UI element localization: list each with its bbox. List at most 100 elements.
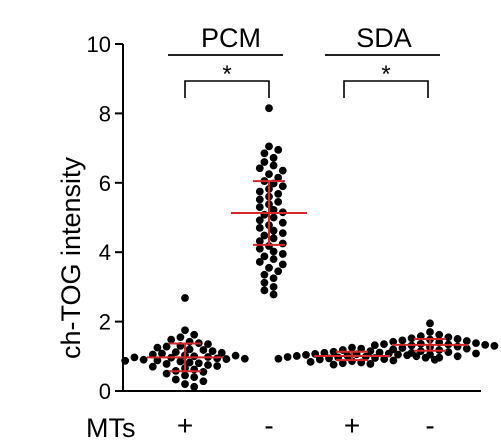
mts-condition-label: - [264,410,273,441]
data-point [278,166,287,175]
data-point [370,341,379,350]
data-point [278,250,287,258]
data-point [162,369,171,378]
data-point [302,351,310,359]
data-point [190,352,199,361]
data-point [380,355,389,363]
data-point [204,361,212,369]
data-point [240,354,249,363]
data-point [260,149,269,158]
data-point [375,348,384,357]
data-point [278,239,287,248]
data-point [269,153,278,162]
data-point [389,356,398,365]
data-point [167,335,176,344]
data-point [255,258,264,266]
data-point [462,337,471,345]
data-point [260,252,269,261]
data-point [380,340,388,349]
group-label-sda: SDA [356,23,412,53]
data-point [435,330,444,339]
data-point [199,377,208,386]
y-axis-title: ch-TOG intensity [56,156,86,359]
data-point [208,347,217,355]
data-point [255,244,264,253]
data-point [190,382,199,391]
data-point [278,260,287,269]
data-point [153,343,162,352]
data-point [255,187,264,196]
data-point [213,362,222,370]
data-point [265,104,273,113]
data-point [260,231,269,240]
data-point [260,158,269,166]
data-point [490,341,499,350]
data-point [185,358,194,367]
data-point [260,286,269,295]
significance-bracket-sda [343,80,429,98]
y-tick-label: 0 [99,379,111,404]
data-point [269,226,278,235]
data-point [306,357,315,366]
data-point [269,161,278,170]
data-point [255,195,264,204]
y-tick-label: 10 [87,32,111,57]
data-point [398,336,407,345]
data-point [269,274,278,283]
data-point [130,353,139,362]
data-point [265,170,273,179]
data-point [366,360,375,368]
data-point [426,350,434,359]
significance-star-pcm: * [222,61,231,88]
data-point [278,218,287,227]
data-point [366,347,375,355]
data-point [453,352,462,361]
data-point [320,348,329,357]
data-point [222,355,231,363]
data-point [481,340,490,349]
data-point [389,337,398,346]
mts-row-label: MTs [86,413,136,443]
data-point [435,353,444,362]
data-point [426,328,434,336]
data-point [407,334,416,343]
data-point [181,294,189,302]
data-point [265,263,273,272]
data-point [231,351,240,360]
data-point [176,357,185,366]
data-point [260,278,269,287]
group-label-pcm: PCM [201,23,261,53]
data-point [444,348,453,357]
data-point [269,205,278,214]
data-point [255,237,264,245]
data-point [269,247,278,256]
significance-star-sda: * [381,61,390,88]
data-point [260,270,269,279]
data-point [357,344,366,353]
data-point [269,234,278,243]
data-point [274,267,283,276]
data-point [269,283,278,291]
data-point [329,360,338,369]
data-point [389,345,398,354]
data-point [255,164,264,173]
data-point [217,348,226,357]
data-point [444,333,453,342]
data-point [148,362,157,371]
data-point [255,203,264,211]
data-point [274,173,283,182]
data-point [204,340,212,349]
data-point [283,353,292,361]
data-point [255,216,264,225]
data-point [181,371,189,380]
mts-condition-label: + [177,410,193,441]
data-point [121,356,130,365]
data-point [265,142,273,151]
data-point [255,224,264,232]
data-point [176,333,185,342]
data-point [329,347,338,356]
data-point [190,330,199,339]
data-point [274,197,283,206]
data-point [181,326,189,335]
data-point [292,352,301,360]
